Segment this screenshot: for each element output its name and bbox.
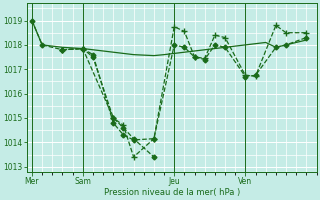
X-axis label: Pression niveau de la mer( hPa ): Pression niveau de la mer( hPa ) <box>104 188 240 197</box>
